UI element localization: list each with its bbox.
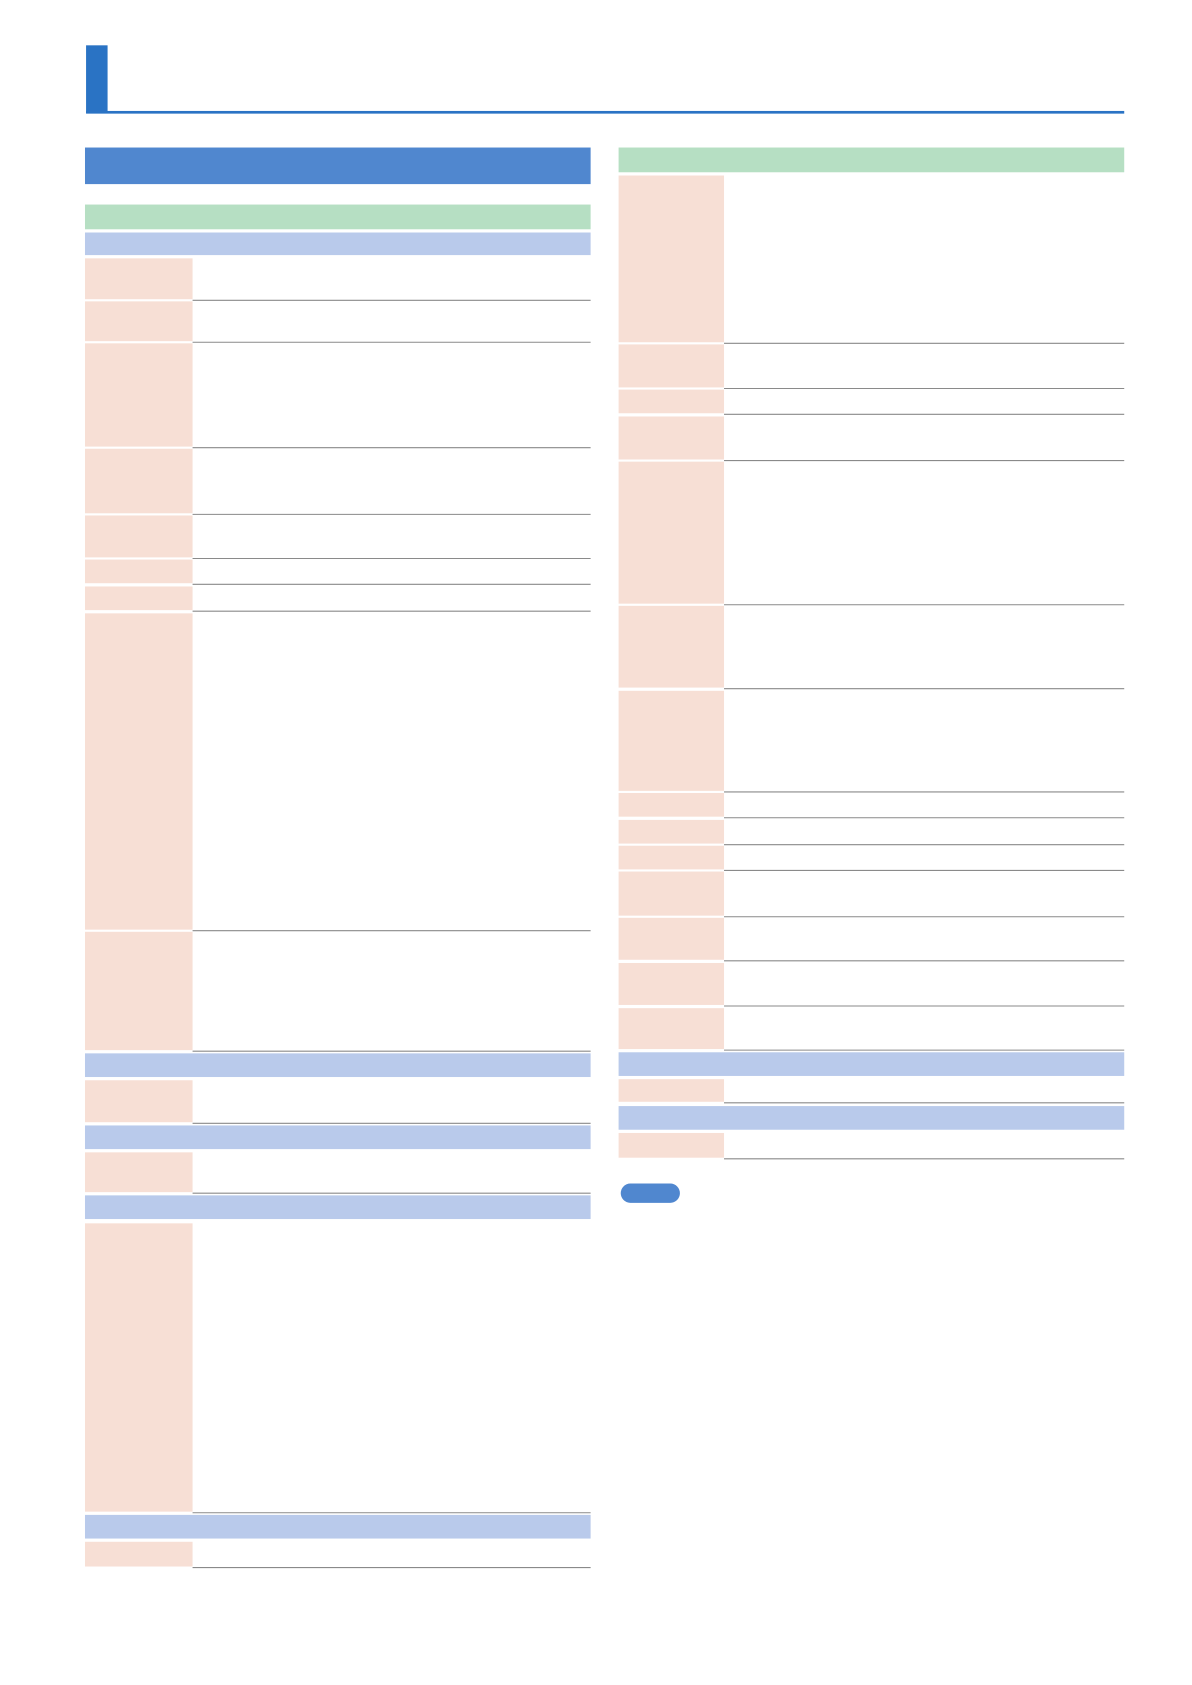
row-label-cell [618,389,725,414]
row-label-cell [84,258,193,300]
row-label-cell [618,344,725,388]
subgroup-header [84,1125,591,1150]
row-label-cell [84,559,193,584]
row-label-cell [84,586,193,611]
group-header [84,204,591,230]
heading-rule [86,110,1125,114]
row-label-cell [84,448,193,514]
row-label-cell [618,845,725,870]
row-label-cell [618,917,725,960]
row-label-cell [84,301,193,342]
subgroup-header [618,1052,1125,1076]
row-label-cell [618,1132,725,1158]
row-label-cell [84,515,193,558]
row-label-cell [618,416,725,460]
row-label-cell [84,1080,193,1123]
subgroup-header [618,1106,1125,1130]
row-label-cell [84,1541,193,1567]
row-label-cell [618,871,725,916]
heading-accent [86,45,108,114]
row-label-cell [618,962,725,1005]
row-label-cell [618,1079,725,1102]
subgroup-header [84,1514,591,1539]
row-label-cell [618,175,725,343]
subgroup-header [84,1053,591,1078]
row-label-cell [84,613,193,930]
row-label-cell [618,1008,725,1050]
group-header [618,147,1125,173]
row-label-cell [618,690,725,791]
subgroup-header [84,232,591,256]
row-label-cell [84,1223,193,1512]
row-label-cell [84,1152,193,1193]
row-label-cell [618,793,725,817]
row-label-cell [84,343,193,447]
row-label-cell [84,931,193,1051]
memo-badge [620,1183,680,1203]
row-label-cell [618,819,725,844]
row-label-cell [618,605,725,688]
row-label-cell [618,461,725,604]
subgroup-header [84,1195,591,1220]
section-header [84,147,591,185]
